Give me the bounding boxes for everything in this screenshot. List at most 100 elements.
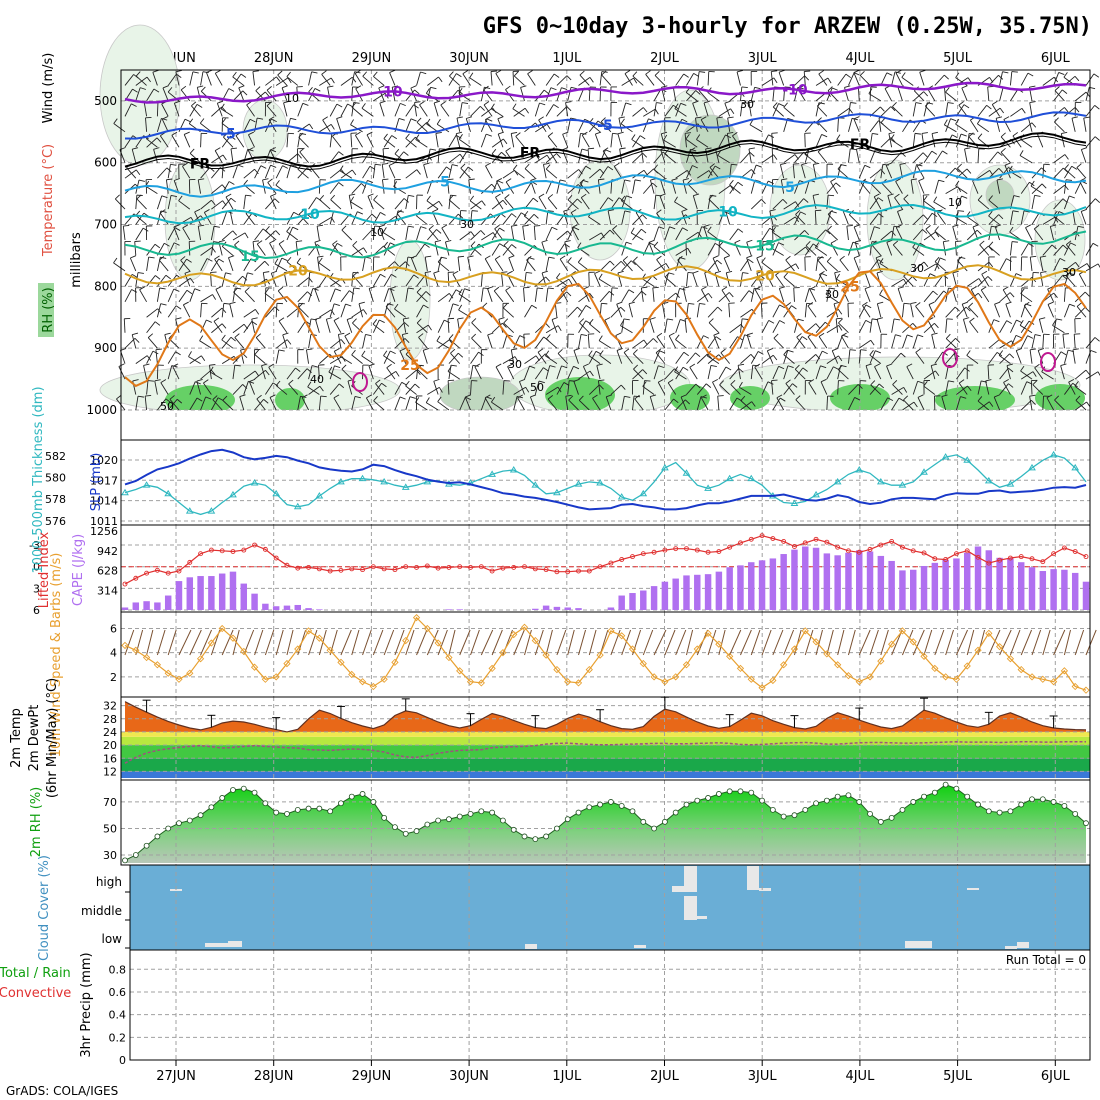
wind-barb (1020, 293, 1033, 303)
wind-barb-flag (855, 239, 862, 243)
wind-barb-flag (854, 397, 861, 401)
bottom-date-label: 1JUL (552, 1069, 582, 1084)
wind-barb (435, 133, 439, 148)
wind-barb-flag (282, 165, 289, 169)
wind-barb (199, 340, 212, 349)
wind-barb-flag (607, 166, 614, 171)
wind-barb-flag (380, 212, 386, 216)
cape-bar (305, 608, 312, 610)
bottom-date-label: 5JUL (943, 1069, 973, 1084)
wind-barb (131, 149, 137, 163)
top-date-label: 6JUL (1041, 51, 1071, 66)
wind-barb-flag (146, 76, 151, 83)
wind-barb (1060, 365, 1065, 380)
bottom-date-label: 4JUL (845, 1069, 875, 1084)
wind-barb-flag (345, 303, 352, 307)
wind-barb-flag (256, 240, 263, 245)
wind-barb (524, 168, 536, 179)
wind-barb (275, 257, 283, 272)
bottom-date-label: 28JUN (254, 1069, 294, 1084)
lifted-index-tick-label: 3 (33, 582, 40, 595)
wind-barb-flag (630, 260, 636, 266)
wind-barb (135, 87, 141, 102)
wind-barb-flag (405, 261, 410, 267)
wind-barb (675, 366, 684, 380)
wind-barb-flag (1058, 71, 1065, 76)
wind-barb (632, 107, 644, 117)
lifted-index-point (770, 536, 776, 541)
wind-barb-flag (327, 85, 334, 88)
wind-barb-flag (779, 304, 785, 309)
wind-barb-flag (573, 365, 580, 370)
wind-barb (286, 231, 299, 241)
thickness-point (1049, 450, 1058, 458)
wind-barb (923, 385, 936, 395)
wind-barb-flag (769, 209, 776, 212)
wind-barb-flag (1052, 320, 1057, 326)
wind-barb-flag (423, 348, 430, 351)
wind-barb (333, 320, 342, 333)
wind-barb (736, 71, 741, 86)
wind-barb (159, 135, 169, 148)
cape-bar (974, 546, 982, 610)
wind-barb (891, 397, 900, 411)
wind-barb (988, 338, 1000, 349)
wind-barb (534, 367, 544, 380)
wind-barb (707, 71, 710, 86)
wind-barb-flag (959, 256, 966, 259)
wind-barb-flag (606, 394, 613, 398)
wind-barb (1072, 349, 1076, 364)
wind-barb-flag (137, 272, 144, 274)
wind-barb (243, 321, 253, 333)
wind-speed-point (704, 629, 712, 637)
wind-barb (416, 121, 428, 133)
wind-barb (416, 71, 421, 86)
wind-speed-point (564, 678, 572, 686)
wind-barb-flag (998, 168, 1004, 173)
rh-point (230, 787, 236, 793)
lifted-index-point (435, 565, 441, 571)
wind-barb (520, 87, 525, 102)
wind-barb-flag (410, 85, 417, 89)
rh-point (154, 833, 161, 840)
wind-barb (230, 148, 234, 163)
wind-barb-flag (544, 350, 550, 356)
lifted-index-point (381, 566, 387, 572)
wind-barb (729, 184, 741, 194)
wind-barb (448, 164, 453, 179)
wind-barb-flag (1076, 302, 1083, 307)
wind-barb-10m (178, 629, 192, 656)
wind-barb-flag (605, 149, 612, 153)
wind-barb (329, 182, 339, 194)
lifted-index-point (468, 564, 473, 570)
wind-barb-flag (857, 384, 863, 389)
wind-barb (157, 167, 168, 179)
wind-barb-10m (405, 629, 415, 656)
wind-barb (772, 304, 780, 318)
cape-bar (1039, 571, 1047, 610)
wind-barb-flag (1002, 286, 1009, 291)
wind-barb-flag (249, 118, 256, 123)
wind-barb-flag (818, 70, 824, 75)
bottom-date-axis: 27JUN 28JUN 29JUN 30JUN 1JUL 2JUL 3JUL 4JUL 5JUL… (156, 1060, 1070, 1084)
wind-barb (654, 75, 666, 86)
wind-barb (807, 305, 817, 318)
wind-barb-flag (600, 117, 606, 123)
wind-barb-flag (363, 247, 368, 254)
lifted-index-point (316, 566, 322, 572)
wind-barb-flag (206, 69, 213, 73)
rh-point (975, 801, 981, 808)
wind-barb-flag (389, 69, 396, 73)
wind-barb-flag (210, 369, 216, 375)
wind-barb-flag (1053, 292, 1058, 298)
wind-barb (214, 73, 223, 86)
wind-barb-flag (803, 198, 809, 203)
wind-barb-flag (935, 370, 940, 377)
rh-point (359, 791, 366, 797)
lifted-index-point (522, 564, 527, 570)
wind-barb-flag (173, 288, 180, 292)
thickness-tick-label: 576 (45, 515, 66, 528)
wind-barb-flag (868, 88, 873, 94)
wind-barb (405, 104, 414, 117)
wind-barb (175, 71, 180, 86)
